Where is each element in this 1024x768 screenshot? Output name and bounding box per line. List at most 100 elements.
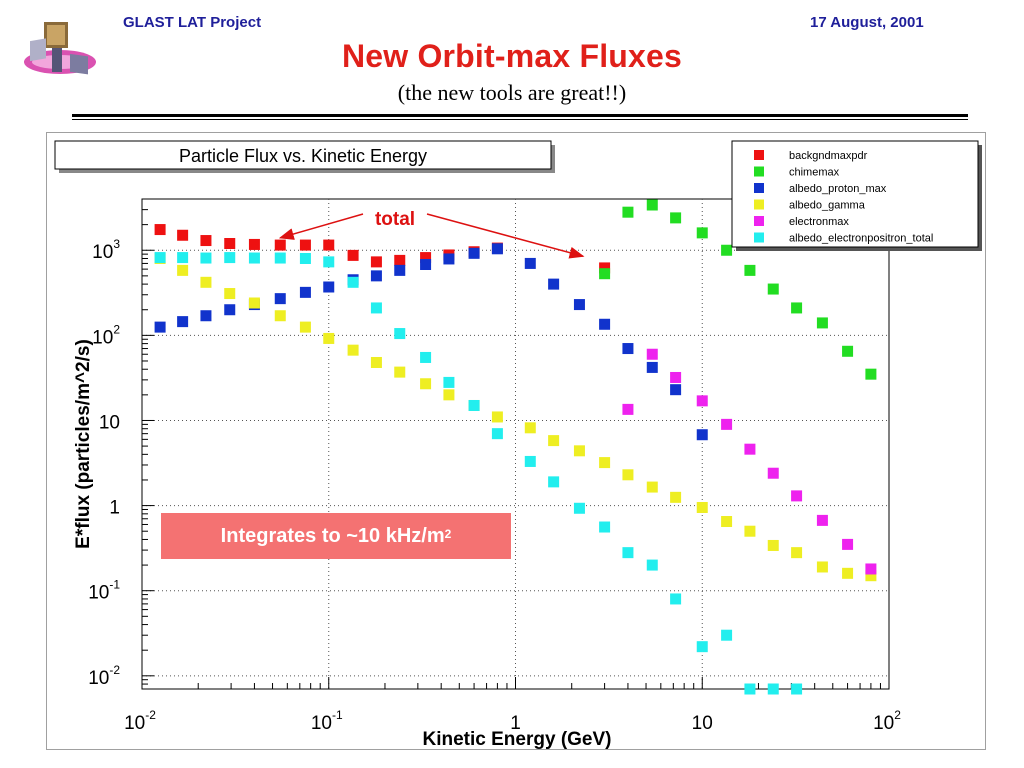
x-tick-label: 10-1 <box>311 708 343 734</box>
axis-ticks <box>141 209 890 689</box>
legend-marker <box>754 150 764 160</box>
data-point-albedo_gamma <box>791 547 803 559</box>
y-axis-label: E*flux (particles/m^2/s) <box>73 339 94 549</box>
data-point-albedo_electronpositron_total <box>696 641 708 653</box>
data-point-backgndmaxpdr <box>200 235 212 247</box>
date-label: 17 August, 2001 <box>810 14 924 31</box>
data-point-albedo_electronpositron_total <box>323 256 335 268</box>
data-point-albedo_electronpositron_total <box>468 399 480 411</box>
data-point-electronmax <box>622 403 634 415</box>
data-point-albedo_proton_max <box>299 286 311 298</box>
data-point-albedo_gamma <box>248 297 260 309</box>
legend-label: albedo_electronpositron_total <box>789 233 933 245</box>
data-point-chimemax <box>791 302 803 314</box>
data-point-albedo_proton_max <box>177 316 189 328</box>
data-point-backgndmaxpdr <box>154 224 166 236</box>
data-point-albedo_electronpositron_total <box>646 559 658 571</box>
legend-label: albedo_proton_max <box>789 183 887 195</box>
data-point-albedo_electronpositron_total <box>347 276 359 288</box>
data-point-albedo_proton_max <box>622 343 634 355</box>
data-point-albedo_electronpositron_total <box>744 683 756 695</box>
data-point-albedo_gamma <box>696 501 708 513</box>
data-point-albedo_gamma <box>646 481 658 493</box>
data-point-albedo_electronpositron_total <box>622 547 634 559</box>
data-point-albedo_gamma <box>767 539 779 551</box>
data-point-albedo_electronpositron_total <box>274 252 286 264</box>
data-point-albedo_gamma <box>394 366 406 378</box>
legend-marker <box>754 216 764 226</box>
data-point-albedo_gamma <box>842 567 854 579</box>
data-point-albedo_electronpositron_total <box>548 476 560 488</box>
data-point-albedo_electronpositron_total <box>573 502 585 514</box>
data-point-albedo_proton_max <box>696 429 708 441</box>
data-point-albedo_electronpositron_total <box>200 252 212 264</box>
x-tick-label: 102 <box>873 708 901 734</box>
project-label: GLAST LAT Project <box>123 14 262 31</box>
data-point-albedo_electronpositron_total <box>443 376 455 388</box>
y-tick-label: 102 <box>92 322 120 348</box>
data-point-albedo_proton_max <box>548 278 560 290</box>
data-point-albedo_proton_max <box>524 257 536 269</box>
data-point-electronmax <box>721 418 733 430</box>
data-point-albedo_gamma <box>491 411 503 423</box>
data-point-albedo_proton_max <box>573 299 585 311</box>
x-axis-label: Kinetic Energy (GeV) <box>423 729 612 749</box>
data-point-chimemax <box>767 283 779 295</box>
legend-label: albedo_gamma <box>789 200 866 212</box>
chart-legend: backgndmaxpdr chimemax albedo_proton_maxal… <box>731 140 982 251</box>
data-point-albedo_electronpositron_total <box>154 252 166 264</box>
data-point-albedo_gamma <box>323 332 335 344</box>
data-point-albedo_gamma <box>177 264 189 276</box>
slide-subtitle: (the new tools are great!!) <box>397 80 627 105</box>
total-arrow-left <box>278 213 364 240</box>
data-point-albedo_proton_max <box>468 247 480 259</box>
data-point-chimemax <box>721 244 733 256</box>
chart-grid <box>142 199 889 689</box>
data-point-albedo_proton_max <box>274 293 286 305</box>
data-point-electronmax <box>670 371 682 383</box>
legend-label: chimemax <box>789 167 840 179</box>
data-point-albedo_electronpositron_total <box>370 302 382 314</box>
data-point-albedo_gamma <box>816 561 828 573</box>
data-point-chimemax <box>622 206 634 218</box>
title-rule-thin <box>72 119 968 120</box>
data-point-albedo_electronpositron_total <box>721 629 733 641</box>
data-point-albedo_gamma <box>599 457 611 469</box>
data-point-chimemax <box>599 268 611 280</box>
data-point-albedo_proton_max <box>154 321 166 333</box>
glast-satellite-logo-icon <box>24 22 96 75</box>
integral-callout: Integrates to ~10 kHz/m 2 <box>161 513 511 559</box>
data-point-backgndmaxpdr <box>599 262 611 274</box>
data-point-albedo_proton_max <box>200 310 212 322</box>
data-point-albedo_proton_max <box>443 253 455 265</box>
data-point-electronmax <box>767 467 779 479</box>
data-point-albedo_electronpositron_total <box>224 252 236 264</box>
data-point-electronmax <box>865 563 877 575</box>
data-point-electronmax <box>842 538 854 550</box>
data-point-electronmax <box>816 514 828 526</box>
data-point-albedo_proton_max <box>394 264 406 276</box>
legend-marker <box>754 199 764 210</box>
data-point-backgndmaxpdr <box>420 252 432 264</box>
callout-superscript: 2 <box>444 527 452 541</box>
data-point-electronmax <box>744 443 756 455</box>
y-tick-label: 10-1 <box>88 578 120 604</box>
legend-box <box>731 140 979 248</box>
x-tick-label: 10-2 <box>124 708 156 734</box>
y-tick-label: 10 <box>99 412 120 433</box>
data-point-chimemax <box>646 199 658 211</box>
data-point-albedo_gamma <box>347 344 359 356</box>
data-point-albedo_gamma <box>420 378 432 390</box>
data-point-albedo_electronpositron_total <box>670 593 682 605</box>
y-tick-label: 10-2 <box>88 663 120 689</box>
data-point-albedo_gamma <box>524 422 536 434</box>
chart-panel: Particle Flux vs. Kinetic Energy 10-2 10-… <box>46 132 986 750</box>
data-point-backgndmaxpdr <box>394 254 406 266</box>
data-point-backgndmaxpdr <box>248 238 260 250</box>
data-point-albedo_proton_max <box>670 384 682 396</box>
flux-chart: Particle Flux vs. Kinetic Energy 10-2 10-… <box>54 140 982 749</box>
data-point-backgndmaxpdr <box>177 229 189 241</box>
data-point-albedo_electronpositron_total <box>599 521 611 533</box>
data-point-backgndmaxpdr <box>370 256 382 268</box>
callout-text: Integrates to ~10 kHz/m <box>220 524 445 547</box>
